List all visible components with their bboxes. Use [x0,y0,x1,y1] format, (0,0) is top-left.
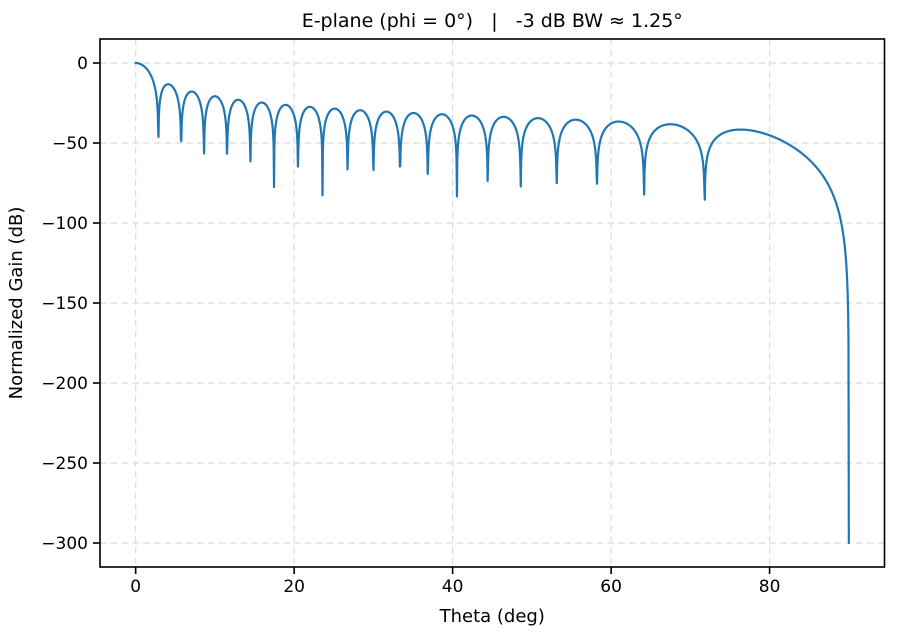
chart-title: E-plane (phi = 0°) | -3 dB BW ≈ 1.25° [302,10,683,32]
x-tick-label: 80 [759,577,781,597]
y-tick-label: −150 [41,294,88,314]
x-tick-label: 20 [283,577,305,597]
x-tick-label: 60 [600,577,622,597]
y-tick-label: −100 [41,214,88,234]
y-tick-label: −300 [41,534,88,554]
x-tick-label: 0 [130,577,141,597]
gridlines [100,39,885,567]
axis-ticks: 0 20 40 60 80 0 −50 −100 −150 −200 −250 −300 [41,54,780,597]
y-axis-label: Normalized Gain (dB) [6,207,27,400]
y-tick-label: 0 [77,54,88,74]
y-tick-label: −200 [41,374,88,394]
y-tick-label: −250 [41,454,88,474]
x-tick-label: 40 [442,577,464,597]
x-axis-label: Theta (deg) [439,606,545,627]
gain-curve [134,61,850,545]
y-tick-label: −50 [52,134,88,154]
